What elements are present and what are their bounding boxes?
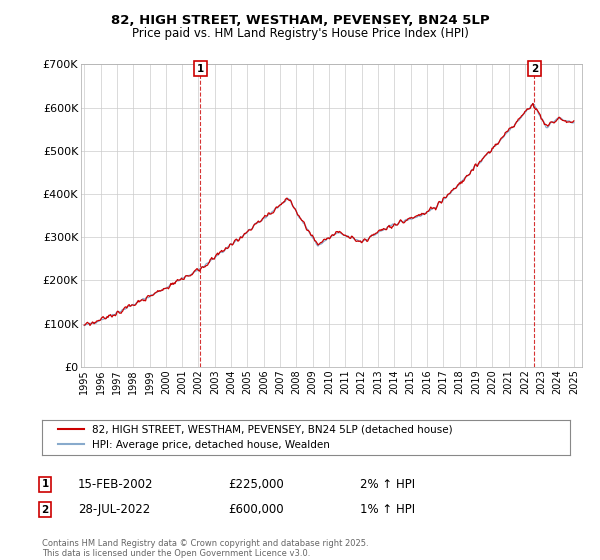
Text: 28-JUL-2022: 28-JUL-2022 — [78, 503, 150, 516]
Text: 2% ↑ HPI: 2% ↑ HPI — [360, 478, 415, 491]
Text: £600,000: £600,000 — [228, 503, 284, 516]
Text: 1: 1 — [41, 479, 49, 489]
Text: 1% ↑ HPI: 1% ↑ HPI — [360, 503, 415, 516]
Text: Price paid vs. HM Land Registry's House Price Index (HPI): Price paid vs. HM Land Registry's House … — [131, 27, 469, 40]
Text: 2: 2 — [531, 64, 538, 74]
Text: 82, HIGH STREET, WESTHAM, PEVENSEY, BN24 5LP: 82, HIGH STREET, WESTHAM, PEVENSEY, BN24… — [110, 14, 490, 27]
Legend: 82, HIGH STREET, WESTHAM, PEVENSEY, BN24 5LP (detached house), HPI: Average pric: 82, HIGH STREET, WESTHAM, PEVENSEY, BN24… — [52, 419, 458, 455]
Text: £225,000: £225,000 — [228, 478, 284, 491]
Text: Contains HM Land Registry data © Crown copyright and database right 2025.
This d: Contains HM Land Registry data © Crown c… — [42, 539, 368, 558]
Text: 2: 2 — [41, 505, 49, 515]
Text: 15-FEB-2002: 15-FEB-2002 — [78, 478, 154, 491]
Text: 1: 1 — [197, 64, 204, 74]
